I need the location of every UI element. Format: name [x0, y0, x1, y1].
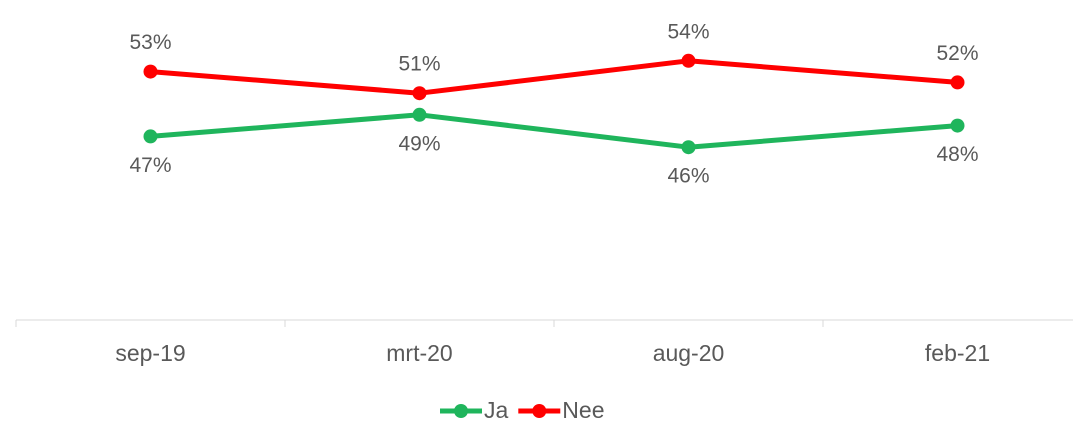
point	[412, 86, 427, 101]
point	[950, 118, 965, 133]
x-tick-label: sep-19	[115, 340, 185, 366]
point	[143, 64, 158, 79]
point	[143, 129, 158, 144]
x-tick-label: feb-21	[925, 340, 990, 366]
series-line	[150, 58, 958, 96]
x-tick-label: aug-20	[653, 340, 725, 366]
point	[681, 140, 696, 155]
series-line	[150, 112, 958, 150]
data-label: 51%	[398, 53, 440, 76]
point	[950, 75, 965, 90]
data-label: 54%	[667, 20, 709, 43]
legend-label: Ja	[484, 397, 509, 423]
data-label: 48%	[936, 143, 978, 166]
x-tick-label: mrt-20	[386, 340, 452, 366]
data-label: 53%	[129, 31, 171, 54]
point	[412, 107, 427, 122]
legend-label: Nee	[562, 397, 604, 423]
data-label: 49%	[398, 132, 440, 155]
data-label: 47%	[129, 154, 171, 177]
legend-marker	[532, 404, 547, 418]
legend-marker	[454, 404, 468, 418]
point	[681, 53, 696, 68]
data-label: 52%	[936, 42, 978, 65]
data-label: 46%	[667, 165, 709, 188]
